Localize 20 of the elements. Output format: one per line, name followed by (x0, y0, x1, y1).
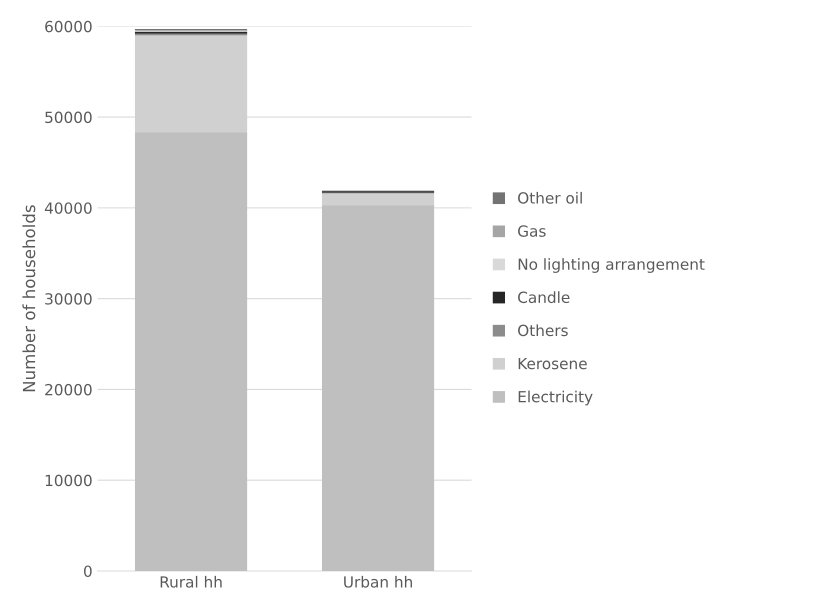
y-tick-label: 50000 (45, 112, 92, 124)
x-tick-label: Rural hh (160, 576, 222, 588)
legend-label: Others (518, 324, 568, 336)
y-tick-label: 10000 (46, 474, 92, 486)
legend-label: Other oil (518, 192, 582, 204)
legend-label: Kerosene (518, 358, 587, 370)
y-tick-label: 30000 (45, 293, 92, 305)
x-tick-label: Urban hh (344, 576, 412, 588)
y-axis-title: Number of households (22, 205, 36, 392)
legend-label: Gas (518, 225, 546, 237)
bar (322, 193, 434, 206)
y-tick-label: 60000 (45, 20, 92, 32)
legend-label: Electricity (518, 390, 593, 406)
y-tick-label: 40000 (44, 202, 92, 214)
bar (322, 205, 434, 571)
legend-label: Candle (518, 291, 570, 304)
y-tick-label: 20000 (45, 384, 92, 396)
y-tick-label: 0 (84, 565, 92, 578)
legend-label: No lighting arrangement (518, 258, 705, 273)
bar (134, 132, 248, 571)
